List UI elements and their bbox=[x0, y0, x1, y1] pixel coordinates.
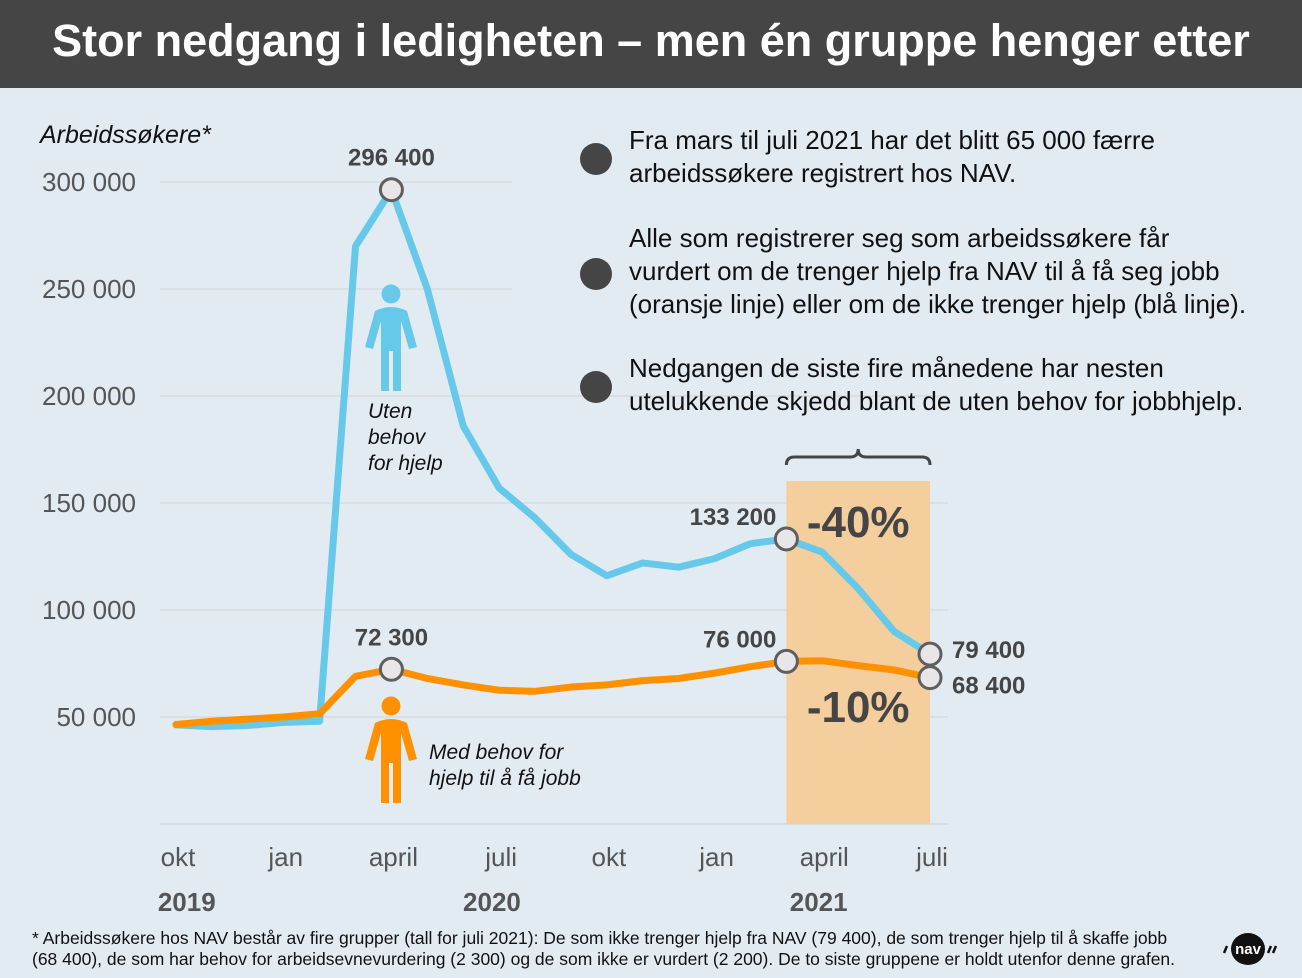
x-tick-label: okt bbox=[161, 842, 196, 872]
y-tick-label: 100 000 bbox=[42, 595, 136, 625]
data-label: 296 400 bbox=[348, 145, 435, 172]
data-marker bbox=[773, 526, 799, 552]
series-labels: Uten behov for hjelp Med behov for hjelp til… bbox=[368, 400, 581, 790]
data-label: 76 000 bbox=[703, 626, 776, 653]
bullet-item: Nedgangen de siste fire månedene har nes… bbox=[580, 352, 1243, 418]
data-label: 68 400 bbox=[952, 673, 1025, 700]
series-lines bbox=[172, 186, 934, 731]
y-tick-label: 300 000 bbox=[42, 167, 136, 197]
data-label: 79 400 bbox=[952, 637, 1025, 664]
nav-logo-text: nav bbox=[1235, 941, 1262, 958]
y-tick-label: 250 000 bbox=[42, 274, 136, 304]
x-tick-label: april bbox=[800, 842, 849, 872]
nav-logo: nav bbox=[1222, 933, 1278, 965]
bullet-dot-icon bbox=[580, 143, 612, 175]
year-label: 2021 bbox=[790, 887, 848, 917]
brace-annotation bbox=[784, 448, 932, 466]
series-line-med-behov bbox=[172, 657, 934, 728]
y-tick-labels: 50 000 100 000 150 000 200 000 250 000 300 00… bbox=[42, 167, 136, 732]
x-tick-label: juli bbox=[484, 842, 517, 872]
footnote: * Arbeidssøkere hos NAV består av fire g… bbox=[32, 928, 1212, 970]
page-title: Stor nedgang i ledigheten – men én grupp… bbox=[52, 15, 1250, 66]
person-icon-uten-behov bbox=[365, 284, 417, 391]
year-label: 2019 bbox=[158, 887, 216, 917]
bullet-text-line: Nedgangen de siste fire månedene har nes… bbox=[629, 353, 1164, 383]
bullet-text-line: Fra mars til juli 2021 har det blitt 65 … bbox=[629, 125, 1156, 155]
x-tick-labels: okt jan april juli okt jan april juli bbox=[161, 842, 948, 872]
series-label: Uten bbox=[368, 400, 412, 423]
y-axis-title: Arbeidssøkere* bbox=[38, 121, 212, 149]
data-label: 72 300 bbox=[355, 624, 428, 651]
x-tick-label: jan bbox=[698, 842, 734, 872]
data-marker bbox=[917, 641, 943, 667]
y-tick-label: 150 000 bbox=[42, 488, 136, 518]
change-labels: -40% -10% bbox=[807, 498, 910, 732]
footnote-line: * Arbeidssøkere hos NAV består av fire g… bbox=[32, 928, 1168, 948]
person-head bbox=[381, 284, 401, 304]
footnote-line: (68 400), de som har behov for arbeidsev… bbox=[32, 949, 1176, 969]
year-label: 2020 bbox=[463, 887, 521, 917]
series-label: hjelp til å få jobb bbox=[429, 767, 581, 790]
bullet-item: Alle som registrerer seg som arbeidssøke… bbox=[580, 222, 1246, 321]
bullet-dot-icon bbox=[580, 257, 612, 290]
series-label: behov bbox=[368, 426, 427, 449]
person-icon-med-behov bbox=[365, 696, 417, 803]
highlight-region bbox=[786, 481, 930, 824]
line-chart: Arbeidssøkere* 50 000 100 000 150 000 200 0… bbox=[38, 121, 1025, 917]
series-label: for hjelp bbox=[368, 452, 443, 475]
data-label: 133 200 bbox=[690, 504, 777, 531]
x-tick-label: jan bbox=[267, 842, 303, 872]
annotations: 296 400 72 300 133 200 76 000 79 400 68 400 bbox=[348, 145, 1025, 700]
header: Stor nedgang i ledigheten – men én grupp… bbox=[0, 0, 1302, 88]
bullet-item: Fra mars til juli 2021 har det blitt 65 … bbox=[580, 124, 1155, 190]
bullet-dot-icon bbox=[580, 371, 612, 403]
bullet-text-line: utelukkende skjedd blant de uten behov f… bbox=[629, 386, 1244, 416]
y-tick-label: 200 000 bbox=[42, 381, 136, 411]
person-body bbox=[365, 307, 417, 391]
change-label: -40% bbox=[807, 498, 910, 547]
series-label: Med behov for bbox=[429, 741, 564, 764]
data-marker bbox=[917, 665, 943, 691]
series-line-uten-behov bbox=[172, 186, 934, 731]
y-tick-label: 50 000 bbox=[56, 702, 136, 732]
x-tick-label: okt bbox=[592, 842, 627, 872]
bullet-text-line: (oransje linje) eller om de ikke trenger… bbox=[629, 289, 1247, 319]
bullet-text-line: Alle som registrerer seg som arbeidssøke… bbox=[629, 223, 1170, 253]
person-body bbox=[365, 719, 417, 803]
x-tick-label: april bbox=[369, 842, 418, 872]
data-marker bbox=[773, 648, 799, 674]
person-icons bbox=[365, 284, 417, 803]
bullet-text-line: vurdert om de trenger hjelp fra NAV til … bbox=[629, 256, 1220, 286]
data-marker bbox=[378, 656, 404, 682]
change-label: -10% bbox=[807, 683, 910, 732]
bullet-text-line: arbeidssøkere registrert hos NAV. bbox=[629, 158, 1017, 188]
person-head bbox=[381, 696, 401, 716]
x-tick-label: juli bbox=[915, 842, 948, 872]
markers bbox=[378, 177, 943, 691]
data-marker bbox=[378, 177, 404, 203]
year-labels: 2019 2020 2021 bbox=[158, 887, 848, 917]
